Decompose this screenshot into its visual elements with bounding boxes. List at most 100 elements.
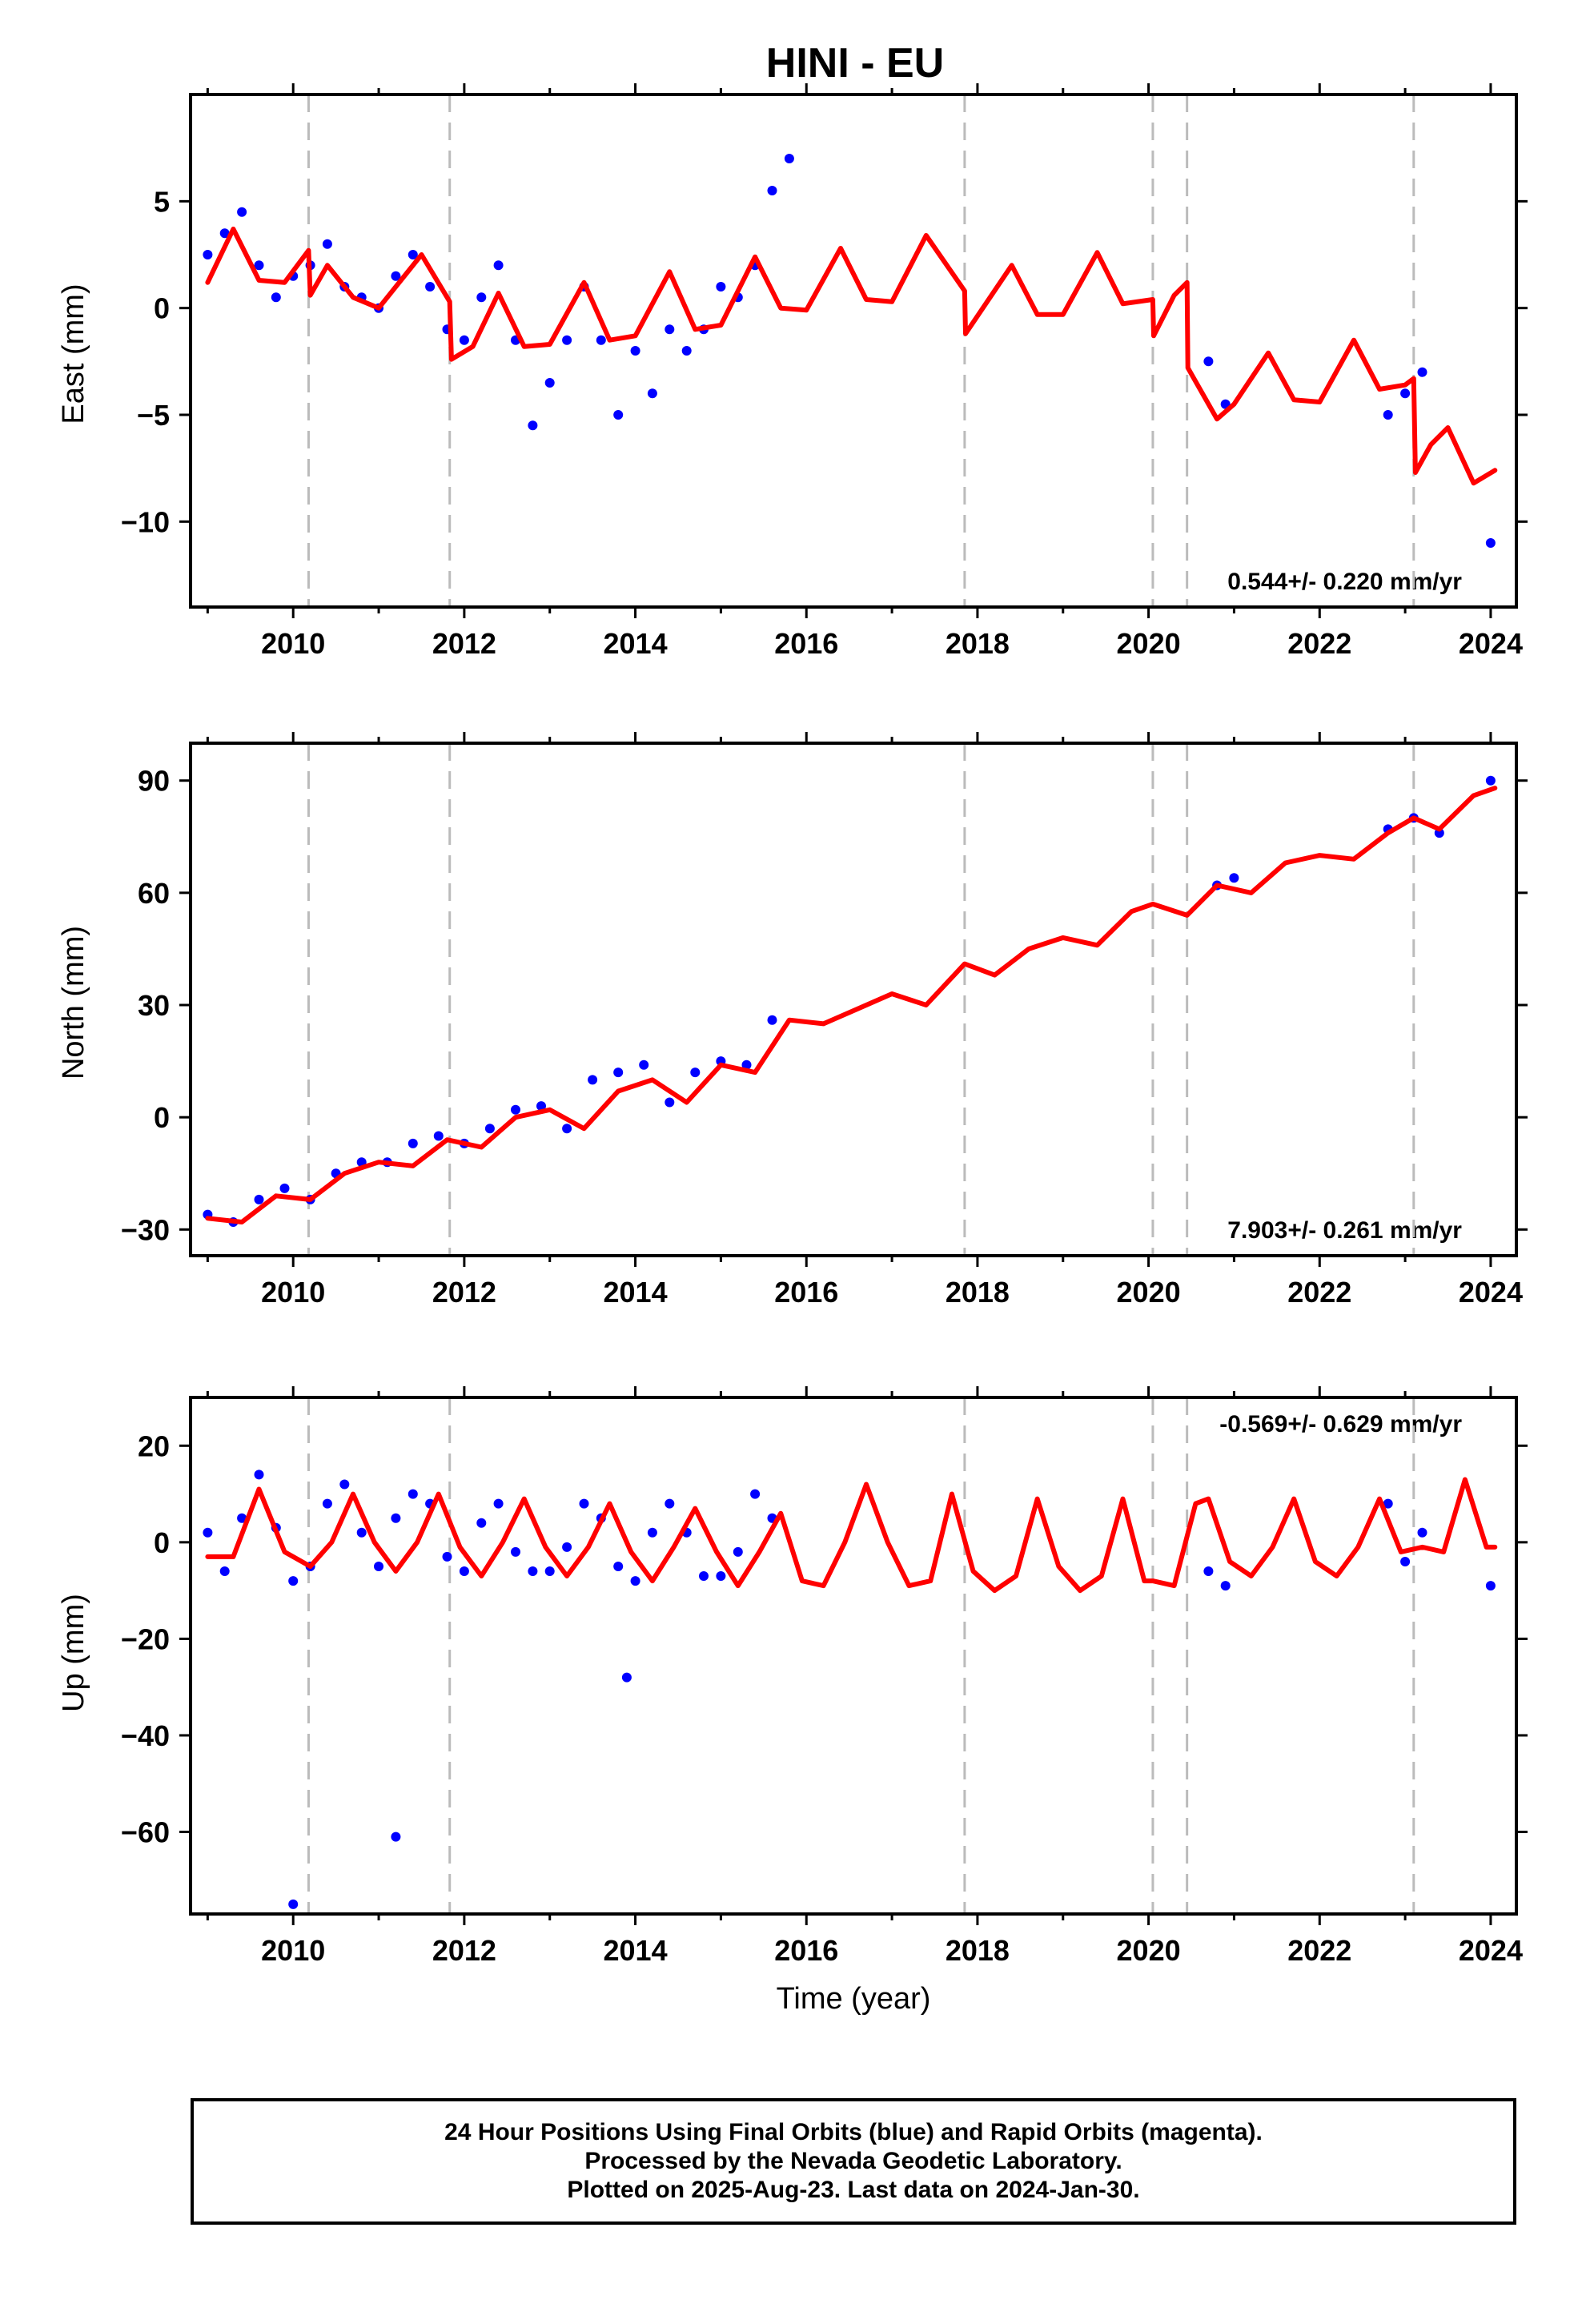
east-observation-point <box>219 228 230 239</box>
up-observation-point <box>716 1571 726 1581</box>
north-observation-point <box>741 1059 752 1070</box>
east-observation-point <box>271 292 281 303</box>
up-x-tick-label: 2020 <box>1117 1934 1181 1967</box>
up-observation-point <box>356 1527 367 1538</box>
east-observation-point <box>528 420 538 431</box>
east-observation-point <box>767 186 777 195</box>
east-observation-point <box>203 250 213 259</box>
up-observation-point <box>630 1576 640 1586</box>
up-observation-point <box>203 1527 213 1538</box>
east-observation-point <box>254 260 264 271</box>
east-observation-point <box>459 335 469 345</box>
up-x-tick-label: 2022 <box>1287 1934 1351 1967</box>
north-y-tick-label: 30 <box>138 989 170 1022</box>
north-x-tick-label: 2014 <box>604 1276 668 1309</box>
north-observation-point <box>562 1124 572 1134</box>
up-observation-point <box>544 1566 555 1576</box>
up-observation-point <box>339 1479 350 1490</box>
x-axis-label: Time (year) <box>777 1982 931 2016</box>
up-model-line <box>205 1477 1498 1594</box>
north-observation-point <box>1229 873 1239 883</box>
up-y-tick-label: 20 <box>138 1429 170 1462</box>
north-y-tick-label: 90 <box>138 765 170 798</box>
up-observation-point <box>579 1498 589 1509</box>
north-y-tick-label: 0 <box>154 1101 170 1134</box>
east-observations <box>203 154 1496 548</box>
up-observation-point <box>750 1489 761 1499</box>
east-observation-point <box>562 335 572 345</box>
up-observation-point <box>733 1546 743 1557</box>
up-observation-point <box>322 1498 332 1509</box>
up-observation-point <box>511 1546 520 1557</box>
east-observation-point <box>1400 388 1411 399</box>
east-y-tick-label: 0 <box>154 292 170 325</box>
east-observation-point <box>322 239 332 249</box>
east-observation-point <box>544 378 555 388</box>
north-observation-point <box>408 1138 418 1148</box>
up-observation-point <box>1203 1566 1214 1576</box>
up-plot-frame <box>189 1396 1518 1916</box>
east-rate-label: 0.544+/- 0.220 mm/yr <box>1227 569 1462 595</box>
up-observation-point <box>391 1831 401 1842</box>
north-observation-point <box>254 1194 264 1204</box>
east-x-tick-label: 2016 <box>774 627 838 660</box>
east-observation-point <box>647 388 657 399</box>
north-x-tick-label: 2016 <box>774 1276 838 1309</box>
east-observation-point <box>784 154 794 163</box>
north-x-tick-label: 2022 <box>1287 1276 1351 1309</box>
east-y-tick-label: 5 <box>154 185 170 218</box>
up-y-tick-label: −60 <box>121 1816 170 1849</box>
up-observation-point <box>621 1672 632 1683</box>
north-observation-point <box>613 1068 624 1078</box>
east-x-tick-label: 2012 <box>432 627 496 660</box>
north-x-tick-label: 2010 <box>261 1276 325 1309</box>
east-observation-point <box>665 324 675 335</box>
north-plot-frame <box>189 742 1518 1257</box>
east-observation-point <box>425 282 436 292</box>
east-observation-point <box>681 346 692 356</box>
up-observation-point <box>391 1513 401 1523</box>
up-observation-point <box>219 1566 230 1576</box>
east-panel: East (mm) 0.544+/- 0.220 mm/yr 2010 2012 2… <box>57 83 1528 660</box>
east-observation-point <box>596 335 606 345</box>
north-x-tick-label: 2012 <box>432 1276 496 1309</box>
north-y-tick-label: 60 <box>138 877 170 910</box>
up-observation-point <box>1485 1581 1496 1591</box>
north-x-tick-label: 2024 <box>1459 1276 1523 1309</box>
up-observation-point <box>1383 1498 1393 1509</box>
up-panel: Up (mm) -0.569+/- 0.629 mm/yr 2010 2012 20… <box>57 1386 1528 1967</box>
east-observation-point <box>1485 538 1496 548</box>
north-observation-point <box>767 1015 777 1025</box>
east-x-tick-label: 2010 <box>261 627 325 660</box>
up-observation-point <box>665 1498 675 1509</box>
up-observation-point <box>613 1562 624 1571</box>
east-observation-point <box>716 282 726 292</box>
east-x-tick-label: 2020 <box>1117 627 1181 660</box>
east-observation-point <box>1383 410 1393 420</box>
up-y-tick-label: −20 <box>121 1622 170 1655</box>
up-x-tick-label: 2010 <box>261 1934 325 1967</box>
north-observation-point <box>536 1101 546 1112</box>
up-observation-point <box>288 1576 299 1586</box>
up-rate-label: -0.569+/- 0.629 mm/yr <box>1219 1411 1462 1437</box>
east-y-axis-label: East (mm) <box>57 283 90 424</box>
north-observation-point <box>665 1097 675 1108</box>
north-observation-point <box>511 1104 520 1115</box>
up-x-tick-label: 2018 <box>946 1934 1010 1967</box>
north-observations <box>203 775 1496 1227</box>
up-x-tick-label: 2016 <box>774 1934 838 1967</box>
east-observation-point <box>1203 356 1214 367</box>
up-observation-point <box>1400 1557 1411 1566</box>
east-x-tick-label: 2024 <box>1459 627 1523 660</box>
north-observation-point <box>484 1124 495 1134</box>
east-observation-point <box>1417 367 1427 377</box>
up-y-axis-label: Up (mm) <box>57 1594 90 1712</box>
east-observation-point <box>391 271 401 281</box>
east-observation-point <box>493 260 504 271</box>
up-observation-point <box>528 1566 538 1576</box>
north-observation-point <box>690 1068 701 1078</box>
up-x-tick-label: 2014 <box>604 1934 668 1967</box>
up-observations <box>203 1470 1496 1909</box>
east-plot-frame <box>189 93 1518 609</box>
